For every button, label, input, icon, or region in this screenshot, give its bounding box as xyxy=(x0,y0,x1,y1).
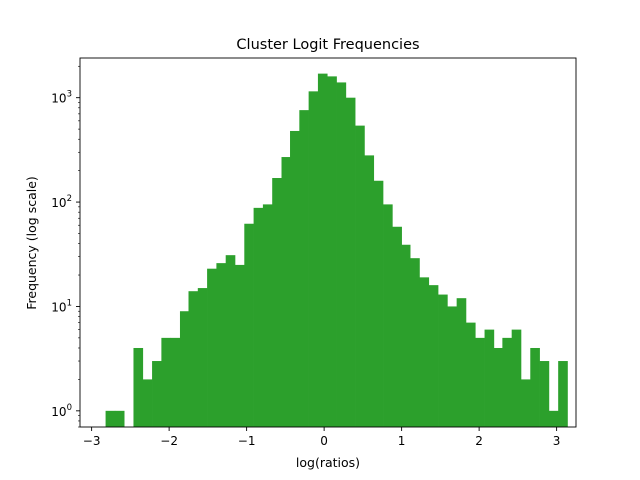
histogram-bar xyxy=(207,268,217,427)
y-axis: 100 101 102 103 xyxy=(51,65,80,428)
histogram-bar xyxy=(438,294,448,427)
histogram-bar xyxy=(225,255,236,427)
x-axis: −3 −2 −1 0 1 2 3 xyxy=(83,427,561,448)
y-minor-ticks xyxy=(78,65,80,428)
histogram-bar xyxy=(428,285,439,427)
y-tick-label: 100 xyxy=(51,403,72,419)
x-tick-label: −2 xyxy=(160,434,178,448)
histogram-bar xyxy=(317,73,328,427)
y-tick-label: 102 xyxy=(51,194,72,210)
histogram-bar xyxy=(272,178,282,427)
histogram-bar xyxy=(539,361,550,427)
histogram-bar xyxy=(105,410,116,427)
histogram-bar xyxy=(179,311,190,427)
histogram-bar xyxy=(530,347,540,427)
histogram-bar xyxy=(290,130,300,427)
histogram-bar xyxy=(493,347,503,427)
histogram-bar xyxy=(475,337,485,427)
histogram-bar xyxy=(114,410,125,427)
histogram-bar xyxy=(235,264,245,427)
y-axis-label: Frequency (log scale) xyxy=(24,176,39,310)
histogram-bar xyxy=(244,223,254,427)
histogram-bar xyxy=(484,329,495,427)
histogram-bar xyxy=(299,110,309,427)
histogram-bar xyxy=(188,291,199,427)
histogram-bar xyxy=(520,379,531,427)
histogram-bar xyxy=(373,180,384,427)
histogram-bar xyxy=(308,91,319,427)
histogram-bar xyxy=(133,347,144,427)
histogram-bar xyxy=(465,322,476,427)
histogram-bar xyxy=(170,337,181,427)
histogram-bar xyxy=(364,155,375,427)
histogram-bar xyxy=(558,361,568,427)
y-tick-label: 103 xyxy=(51,90,72,106)
chart-title: Cluster Logit Frequencies xyxy=(236,37,419,53)
histogram-bar xyxy=(548,410,559,427)
histogram-bar xyxy=(392,226,402,427)
x-tick-label: 1 xyxy=(398,434,406,448)
histogram-bar xyxy=(161,337,172,427)
histogram-bar xyxy=(281,157,292,428)
histogram-bar xyxy=(511,329,522,427)
histogram-bar xyxy=(152,361,162,427)
x-tick-label: 3 xyxy=(553,434,561,448)
histogram-bar xyxy=(142,379,153,427)
histogram-bar xyxy=(345,97,356,427)
histogram-bar xyxy=(400,244,411,427)
histogram-bar xyxy=(197,288,208,427)
histogram-bar xyxy=(447,306,457,427)
x-axis-label: log(ratios) xyxy=(296,455,360,470)
histogram-bar xyxy=(502,337,512,427)
histogram-bar xyxy=(419,277,430,427)
x-tick-label: −3 xyxy=(83,434,101,448)
histogram-bar xyxy=(253,207,264,427)
histogram-bar xyxy=(262,204,273,427)
plot-frame xyxy=(79,57,577,428)
histogram-bar xyxy=(327,76,337,427)
x-tick-label: 2 xyxy=(475,434,483,448)
histogram-bars xyxy=(105,73,568,428)
histogram-bar xyxy=(383,204,393,427)
histogram-bar xyxy=(216,263,227,427)
x-tick-label: −1 xyxy=(238,434,256,448)
histogram-bar xyxy=(410,258,420,427)
x-tick-label: 0 xyxy=(320,434,328,448)
histogram-bar xyxy=(456,298,467,427)
histogram-bar xyxy=(336,82,347,428)
histogram-bar xyxy=(355,125,365,428)
y-tick-label: 101 xyxy=(51,298,72,314)
